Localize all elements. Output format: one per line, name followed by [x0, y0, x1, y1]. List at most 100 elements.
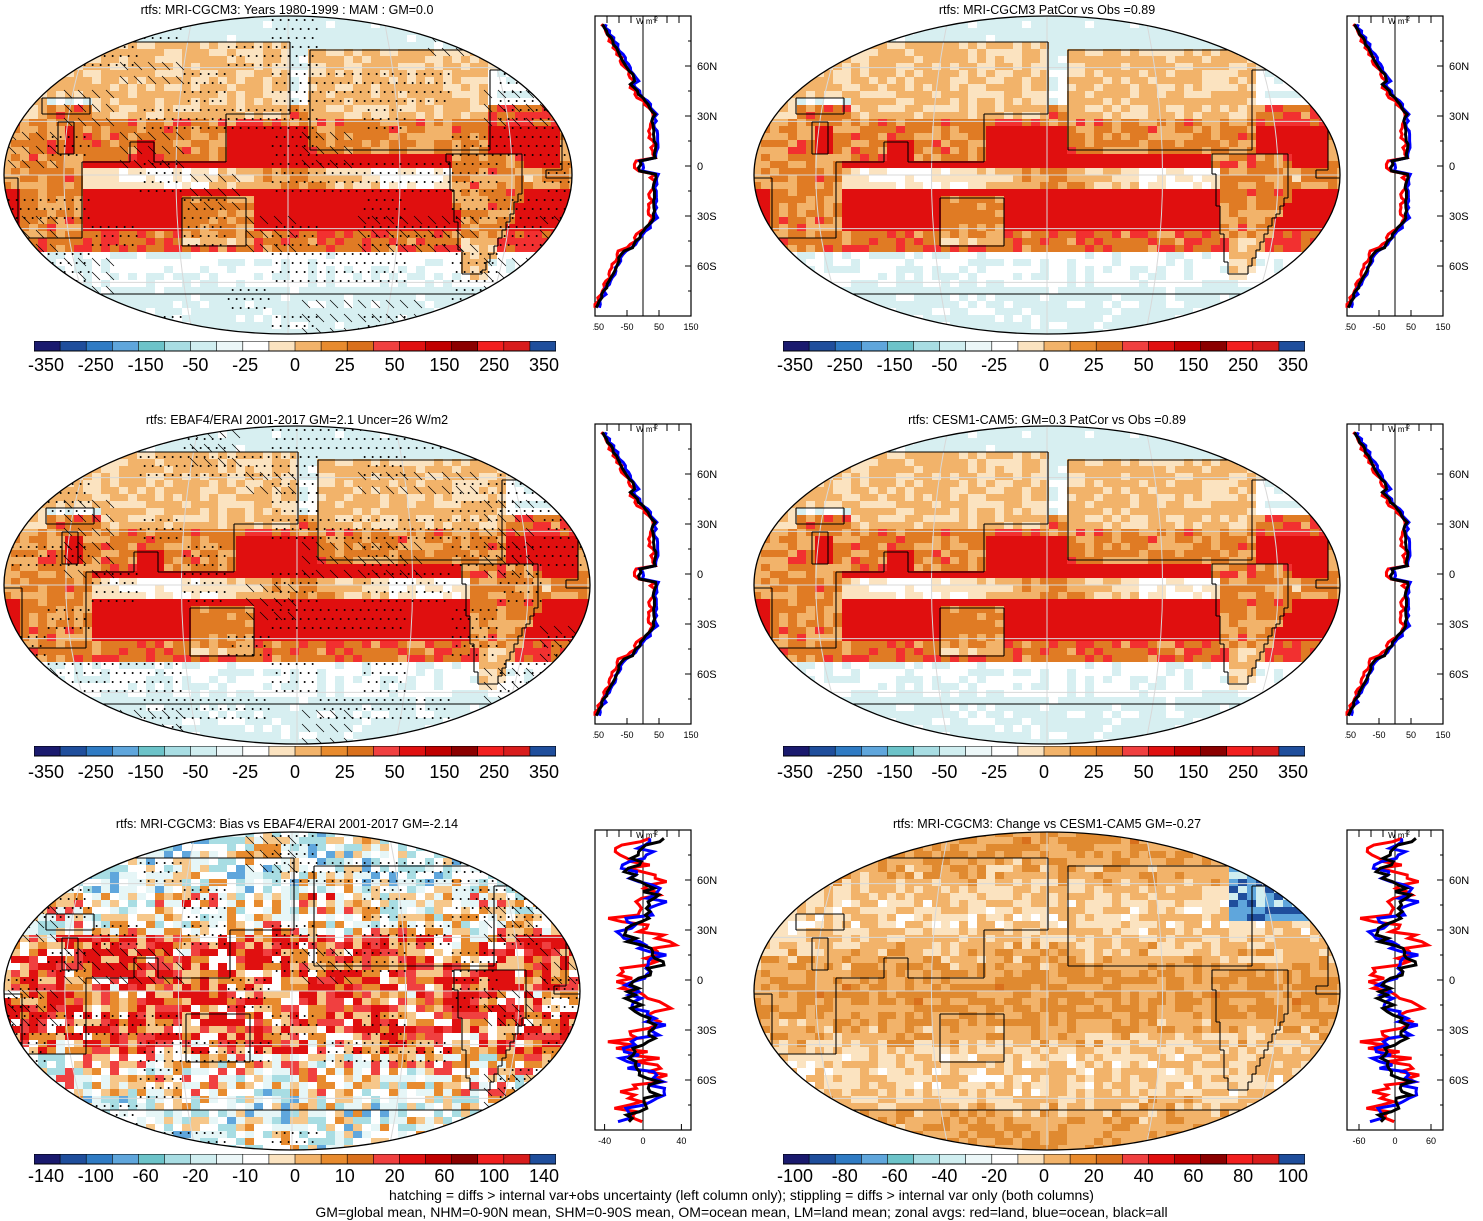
zonal-unit: W m-2	[636, 425, 658, 434]
colorbar-swatch	[1017, 341, 1045, 351]
colorbar-label: -350	[777, 355, 813, 376]
colorbar-swatch	[1148, 1154, 1175, 1164]
colorbar-swatch	[529, 341, 556, 351]
colorbar-swatch	[242, 746, 270, 756]
colorbar-swatch	[190, 746, 217, 756]
colorbar-swatch	[34, 1154, 61, 1164]
zonal-x-tick: 150	[683, 322, 698, 332]
colorbar-label: 10	[335, 1166, 355, 1187]
colorbar-swatch	[939, 341, 966, 351]
colorbar-swatch	[451, 746, 478, 756]
zonal-x-tick: -60	[1352, 1136, 1365, 1146]
zonal-lat-label: 30N	[697, 111, 717, 123]
colorbar-swatch	[991, 746, 1019, 756]
colorbar-swatch	[1122, 1154, 1149, 1164]
zonal-all-curve	[594, 431, 658, 717]
colorbar-label: 50	[1134, 355, 1154, 376]
colorbar-label: -350	[28, 762, 64, 783]
graticule	[4, 16, 572, 334]
colorbar-swatch	[887, 746, 914, 756]
colorbar-swatch	[425, 1154, 452, 1164]
colorbar-label: 0	[290, 355, 300, 376]
zonal-all-curve	[594, 23, 658, 309]
footer-line-2: GM=global mean, NHM=0-90N mean, SHM=0-90…	[0, 1204, 1483, 1220]
colorbar-swatch	[783, 341, 810, 351]
zonal-x-tick: -50	[620, 322, 633, 332]
colorbar-label: -25	[981, 762, 1007, 783]
colorbar-label: 50	[385, 762, 405, 783]
colorbar-swatch	[1252, 341, 1280, 351]
colorbar-label: -250	[827, 762, 863, 783]
colorbar-label: -350	[28, 355, 64, 376]
colorbar-label: 0	[290, 1166, 300, 1187]
graticule	[754, 832, 1340, 1150]
colorbar-swatch	[425, 341, 452, 351]
zonal-lat-label: 30N	[697, 925, 717, 937]
colorbar-swatch	[783, 1154, 810, 1164]
colorbar-label: 250	[479, 355, 509, 376]
colorbar-swatch	[913, 746, 940, 756]
colorbar-label: 100	[479, 1166, 509, 1187]
colorbar-swatch	[783, 746, 810, 756]
colorbar-swatch	[1200, 1154, 1227, 1164]
zonal-lat-label: 60N	[697, 875, 717, 887]
colorbar-label: -50	[182, 355, 208, 376]
colorbar-label: 150	[429, 762, 459, 783]
map-panel	[753, 425, 1341, 745]
colorbar-label: 40	[1134, 1166, 1154, 1187]
map-panel	[3, 425, 591, 745]
colorbar-label: -250	[827, 355, 863, 376]
zonal-lat-label: 30S	[1449, 1025, 1469, 1037]
colorbar-label: 350	[529, 355, 559, 376]
zonal-x-tick: -150	[593, 730, 604, 740]
colorbar-swatch	[939, 746, 966, 756]
colorbar-swatch	[809, 746, 836, 756]
colorbar-swatch	[1174, 746, 1201, 756]
colorbar-label: -250	[78, 355, 114, 376]
colorbar-swatch	[1044, 341, 1071, 351]
colorbar-swatch	[1017, 1154, 1045, 1164]
colorbar-swatch	[399, 341, 426, 351]
colorbar-swatch	[60, 746, 87, 756]
colorbar-label: -60	[133, 1166, 159, 1187]
zonal-lat-label: 60N	[697, 61, 717, 73]
colorbar-swatch	[809, 1154, 836, 1164]
colorbar-swatch	[1200, 746, 1227, 756]
colorbar-swatch	[477, 341, 505, 351]
zonal-x-tick: -50	[1372, 322, 1385, 332]
colorbar-label: 140	[529, 1166, 559, 1187]
colorbar-label: 25	[1084, 355, 1104, 376]
colorbar-swatch	[164, 1154, 191, 1164]
colorbar-label: 150	[1178, 762, 1208, 783]
colorbar-swatch	[1070, 746, 1097, 756]
zonal-x-tick: -150	[593, 322, 604, 332]
zonal-lat-label: 60S	[697, 261, 717, 273]
colorbar-swatch	[268, 746, 296, 756]
zonal-x-tick: -50	[620, 730, 633, 740]
colorbar-swatch	[529, 1154, 556, 1164]
map-panel	[3, 831, 581, 1151]
zonal-unit: W m-2	[1388, 17, 1410, 26]
colorbar-swatch	[477, 746, 505, 756]
colorbar-label: 50	[385, 355, 405, 376]
zonal-ocean-curve	[613, 838, 669, 1124]
panel-title: rtfs: CESM1-CAM5: GM=0.3 PatCor vs Obs =…	[908, 413, 1186, 427]
zonal-lat-label: 30N	[1449, 925, 1469, 937]
colorbar-swatch	[190, 341, 217, 351]
colorbar-swatch	[835, 1154, 862, 1164]
zonal-lat-label: 60S	[1449, 261, 1469, 273]
colorbar-swatch	[1148, 341, 1175, 351]
colorbar-label: -250	[78, 762, 114, 783]
colorbar-label: 20	[385, 1166, 405, 1187]
colorbar-label: 350	[529, 762, 559, 783]
colorbar-swatch	[373, 1154, 400, 1164]
colorbar-swatch	[399, 746, 426, 756]
colorbar-label: -100	[777, 1166, 813, 1187]
stippling	[7, 429, 590, 737]
colorbar-swatch	[1017, 746, 1045, 756]
colorbar-swatch	[164, 341, 191, 351]
panel-title: rtfs: MRI-CGCM3 PatCor vs Obs =0.89	[939, 3, 1155, 17]
colorbar-swatch	[1096, 341, 1123, 351]
colorbar-swatch	[295, 1154, 322, 1164]
zonal-lat-label: 60N	[1449, 875, 1469, 887]
